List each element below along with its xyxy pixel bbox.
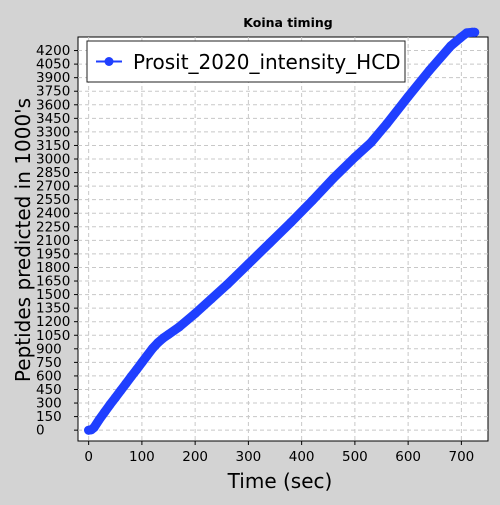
y-tick-label: 4200 [36, 43, 70, 59]
data-point [105, 400, 115, 410]
data-point [329, 173, 339, 183]
y-tick-label: 300 [36, 396, 62, 412]
data-point [142, 351, 152, 360]
x-tick-label: 400 [289, 449, 315, 465]
data-point [190, 309, 200, 319]
y-axis: 0150300450600750900105012001350150016501… [36, 43, 78, 439]
y-tick-label: 4050 [36, 57, 70, 73]
y-tick-label: 3450 [36, 111, 70, 127]
data-point [137, 358, 147, 367]
y-tick-label: 2250 [36, 219, 70, 235]
data-point [164, 329, 173, 339]
data-point [174, 322, 184, 332]
y-tick-label: 2100 [36, 233, 70, 249]
data-point [206, 294, 216, 304]
y-tick-label: 2400 [36, 206, 70, 222]
data-point [286, 217, 296, 227]
x-tick-label: 300 [235, 449, 261, 465]
data-point [116, 386, 126, 396]
y-tick-label: 3000 [36, 152, 70, 168]
y-tick-label: 900 [36, 341, 62, 357]
legend: Prosit_2020_intensity_HCD [86, 40, 406, 83]
data-point [307, 196, 317, 206]
y-tick-label: 600 [36, 368, 62, 384]
y-tick-label: 2700 [36, 179, 70, 195]
data-point [350, 152, 360, 162]
y-tick-label: 3900 [36, 70, 70, 86]
data-point [382, 119, 392, 129]
y-tick-label: 1350 [36, 301, 70, 317]
data-point [243, 259, 253, 269]
data-point [424, 65, 434, 75]
data-point [89, 423, 99, 433]
legend-box [86, 40, 406, 83]
y-tick-label: 150 [36, 409, 62, 425]
data-point [446, 41, 456, 51]
data-point [110, 393, 120, 403]
y-tick-label: 1500 [36, 287, 70, 303]
y-tick-label: 1950 [36, 246, 70, 262]
x-tick-label: 100 [129, 449, 155, 465]
y-tick-label: 3600 [36, 97, 70, 113]
y-tick-label: 1200 [36, 314, 70, 330]
y-tick-label: 2850 [36, 165, 70, 181]
x-tick-label: 200 [182, 449, 208, 465]
y-tick-label: 1050 [36, 328, 70, 344]
data-point [132, 365, 142, 375]
y-tick-label: 3150 [36, 138, 70, 154]
x-axis: 0 100 200 300 400 500 600 700 [84, 441, 474, 465]
legend-label: Prosit_2020_intensity_HCD [133, 50, 401, 74]
y-tick-label: 0 [36, 423, 45, 439]
y-tick-label: 1800 [36, 260, 70, 276]
data-point [265, 238, 275, 248]
y-tick-label: 3750 [36, 84, 70, 100]
y-tick-label: 2550 [36, 192, 70, 208]
y-axis-title: Peptides predicted in 1000's [11, 98, 35, 382]
chart-title: Koina timing [243, 15, 332, 30]
x-axis-title: Time (sec) [227, 469, 333, 493]
data-point [222, 280, 232, 290]
data-point [148, 344, 157, 353]
x-tick-label: 0 [84, 449, 93, 465]
data-point [94, 415, 104, 424]
data-point [403, 92, 413, 102]
series-layer [84, 27, 480, 435]
y-tick-label: 3300 [36, 124, 70, 140]
data-point [366, 138, 376, 148]
y-tick-label: 450 [36, 382, 62, 398]
data-point [121, 379, 131, 389]
x-tick-label: 500 [342, 449, 368, 465]
x-tick-label: 700 [448, 449, 474, 465]
y-tick-label: 750 [36, 355, 62, 371]
y-tick-label: 1650 [36, 274, 70, 290]
x-tick-label: 600 [395, 449, 421, 465]
data-point [470, 27, 480, 37]
plot-area [77, 36, 489, 442]
legend-marker-swatch [104, 57, 114, 66]
data-point [126, 372, 136, 382]
data-point [100, 407, 110, 417]
